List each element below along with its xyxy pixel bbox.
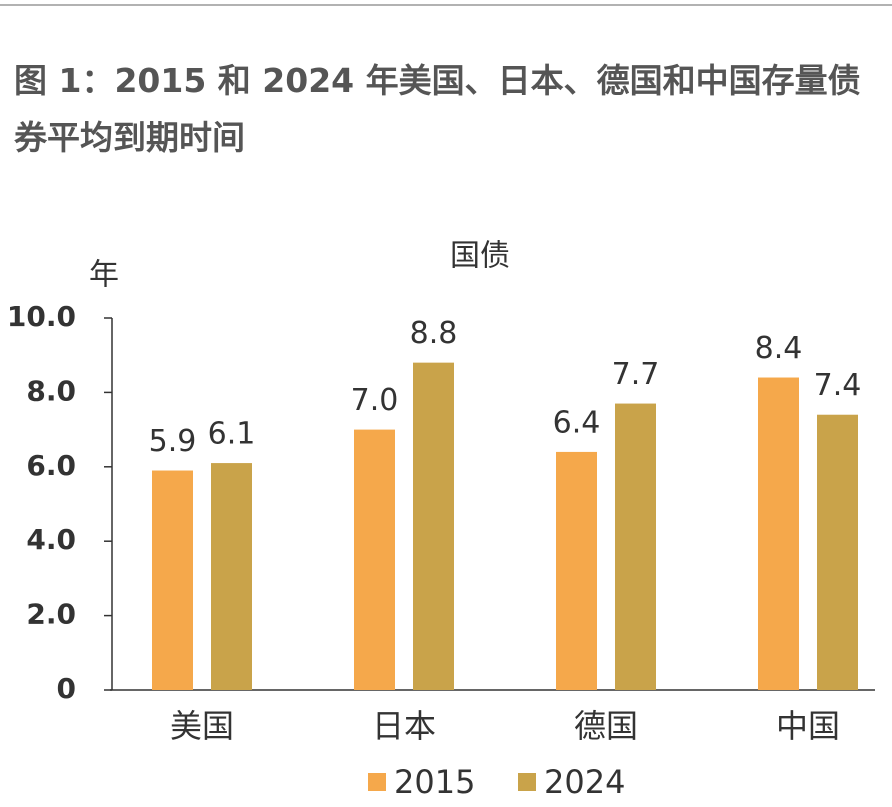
- y-tick-label: 4.0: [26, 523, 76, 556]
- x-tick-label: 日本: [372, 707, 436, 745]
- bar: [413, 362, 454, 690]
- x-tick-label: 德国: [574, 707, 638, 745]
- y-tick-label: 8.0: [26, 374, 76, 407]
- x-tick-label: 美国: [170, 707, 234, 745]
- y-axis-label: 年: [89, 258, 119, 293]
- legend-swatch: [368, 773, 386, 791]
- bar: [615, 403, 656, 690]
- value-label: 8.4: [755, 331, 803, 366]
- y-tick-label: 2.0: [26, 598, 76, 631]
- value-label: 6.4: [553, 405, 601, 440]
- value-label: 8.8: [410, 316, 458, 351]
- legend-label: 2024: [544, 763, 625, 801]
- y-tick-label: 0: [57, 672, 76, 705]
- legend-swatch: [518, 773, 536, 791]
- value-label: 7.4: [814, 368, 862, 403]
- y-tick-label: 10.0: [7, 300, 76, 333]
- bar: [817, 414, 858, 690]
- bar: [211, 463, 252, 690]
- value-label: 5.9: [149, 424, 197, 459]
- value-label: 7.7: [612, 357, 660, 392]
- y-tick-label: 6.0: [26, 449, 76, 482]
- value-label: 7.0: [351, 383, 399, 418]
- chart-title: 图 1：2015 和 2024 年美国、日本、德国和中国存量债券平均到期时间: [14, 61, 861, 157]
- legend-label: 2015: [394, 763, 475, 801]
- subtitle: 国债: [450, 239, 510, 274]
- bar: [758, 377, 799, 690]
- value-label: 6.1: [208, 417, 256, 452]
- bar: [152, 470, 193, 690]
- x-tick-label: 中国: [776, 707, 840, 745]
- bar: [556, 451, 597, 690]
- bar: [354, 429, 395, 690]
